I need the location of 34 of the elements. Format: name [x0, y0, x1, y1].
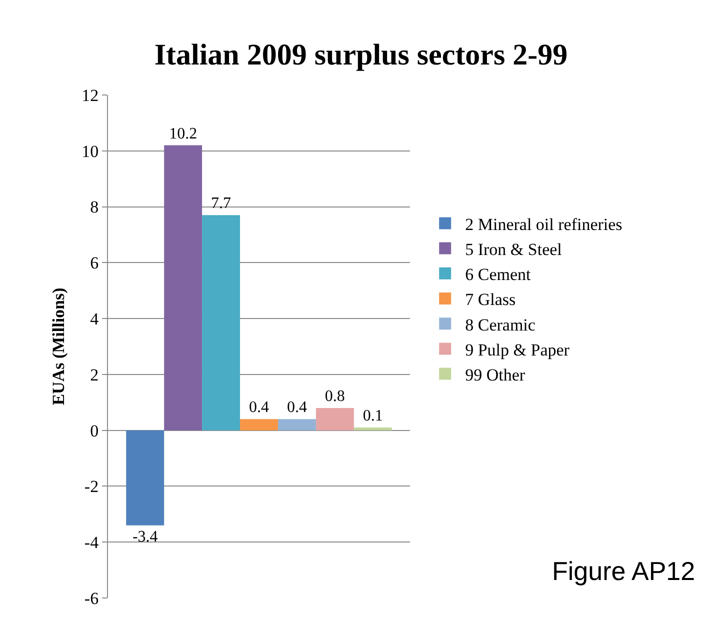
y-tick-label: 8 [90, 198, 99, 217]
y-tick-label: 10 [82, 142, 99, 161]
y-tick-label: -6 [84, 588, 99, 608]
y-tick-label: 4 [90, 310, 100, 329]
bar [126, 430, 164, 526]
legend-label: 6 Cement [465, 265, 532, 284]
y-tick-label: 0 [90, 421, 99, 440]
legend-label: 99 Other [465, 365, 526, 384]
bar [354, 428, 392, 430]
chart-title: Italian 2009 surplus sectors 2-99 [154, 38, 568, 72]
y-axis-title: EUAs (Millions) [49, 288, 68, 406]
bar [202, 215, 240, 430]
legend-label: 7 Glass [465, 290, 516, 310]
y-tick-label: -4 [84, 533, 100, 552]
data-label: 0.8 [324, 388, 345, 405]
bar [164, 145, 202, 430]
bar [240, 419, 278, 430]
data-label: 0.4 [249, 399, 269, 416]
y-tick-label: 2 [90, 365, 99, 384]
y-tick-label: 6 [90, 254, 99, 273]
legend-label: 8 Ceramic [465, 315, 536, 334]
y-tick-label: 12 [82, 86, 99, 105]
bar [278, 419, 316, 430]
data-label: -3.4 [132, 528, 158, 546]
data-label: 10.2 [169, 125, 198, 142]
text: Figure AP12 [552, 556, 696, 586]
legend-label: 2 Mineral oil refineries [465, 214, 622, 234]
legend-label: 9 Pulp & Paper [465, 340, 570, 360]
bar [316, 408, 354, 430]
data-label: 0.1 [362, 408, 383, 425]
y-tick-label: -2 [84, 477, 99, 496]
data-label: 0.4 [286, 399, 307, 416]
legend-label: 5 Iron & Steel [465, 240, 562, 259]
data-label: 7.7 [211, 195, 232, 212]
